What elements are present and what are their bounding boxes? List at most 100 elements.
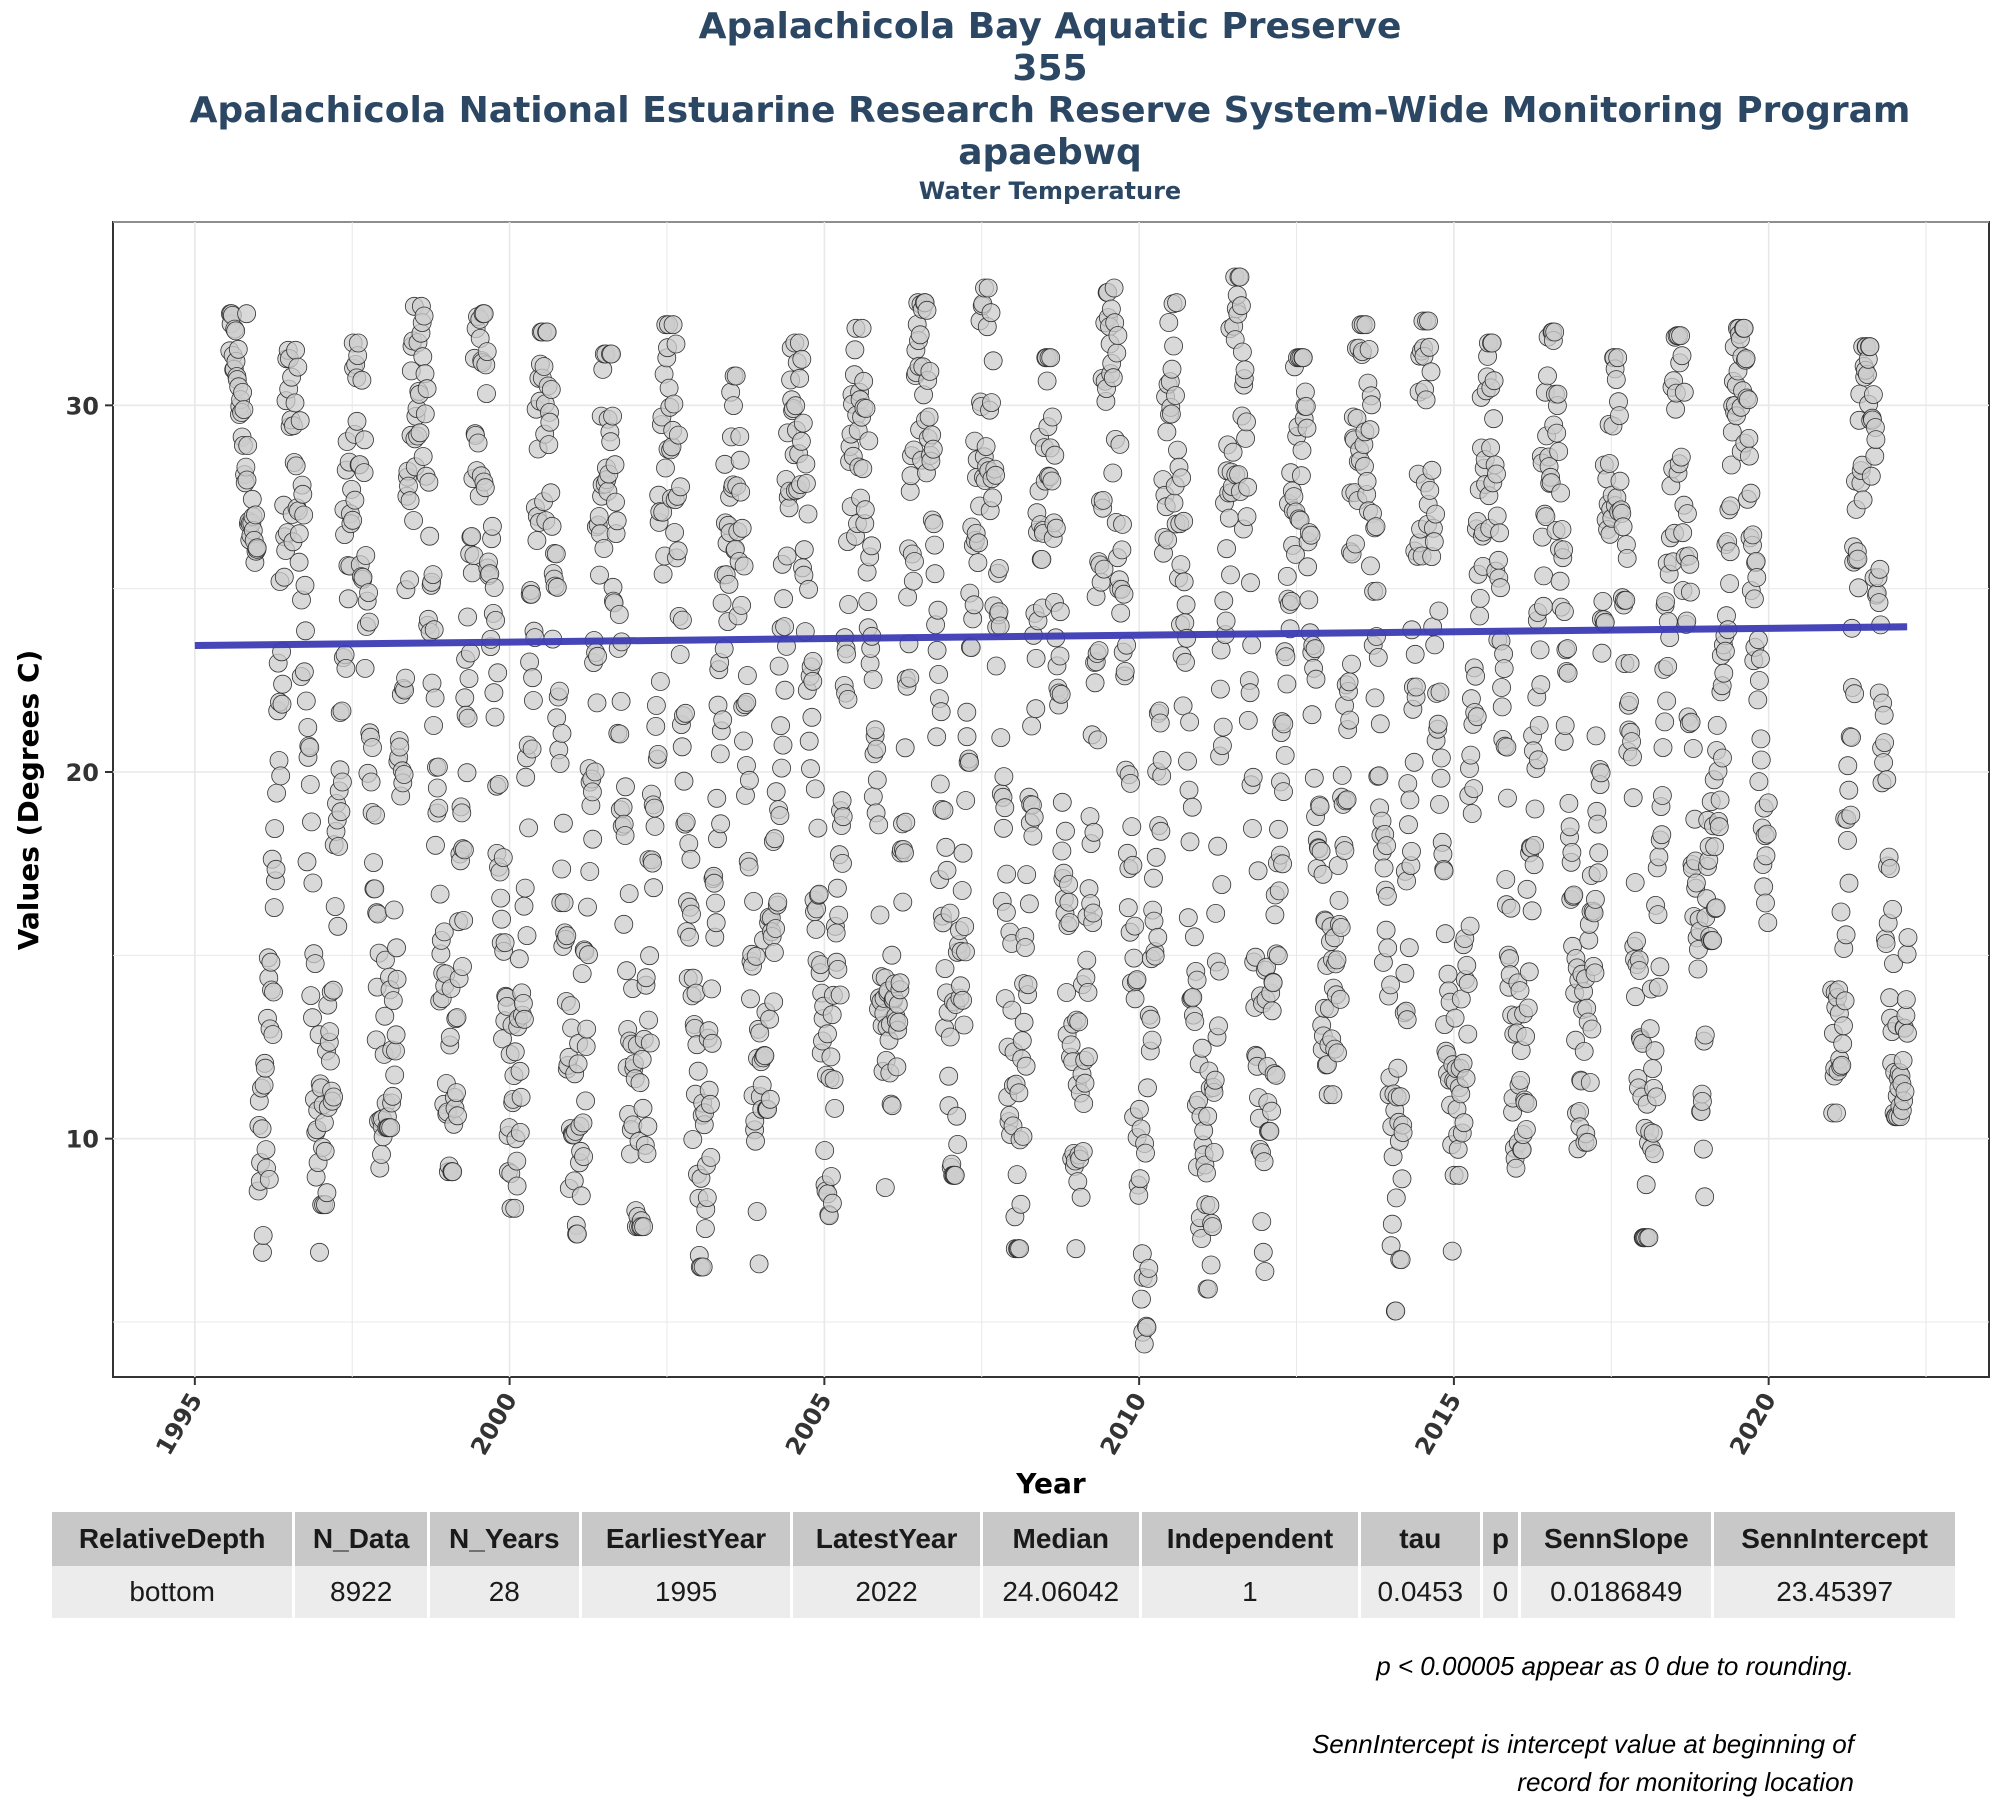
data-point [805, 779, 825, 799]
data-point [552, 724, 572, 743]
data-point [1421, 362, 1441, 382]
data-point [614, 914, 634, 934]
data-point [1339, 672, 1359, 692]
data-point [1136, 1143, 1155, 1163]
data-point [1560, 817, 1580, 837]
data-point [1302, 705, 1322, 725]
data-point [300, 738, 320, 757]
data-point [1084, 822, 1104, 842]
data-point [803, 671, 823, 691]
data-point [818, 1024, 837, 1044]
data-point [226, 321, 246, 341]
data-point [602, 344, 621, 364]
data-point [889, 1012, 909, 1032]
data-point [1555, 716, 1575, 735]
data-point [1865, 446, 1885, 466]
data-point [830, 985, 850, 1005]
data-point [1586, 726, 1606, 746]
data-point [664, 394, 684, 414]
data-point [730, 450, 750, 470]
data-point [1426, 504, 1445, 524]
data-point [1714, 663, 1734, 683]
data-point [1620, 692, 1639, 711]
data-point [1407, 677, 1426, 697]
data-point [905, 552, 924, 571]
data-point [589, 507, 609, 526]
data-point [606, 492, 625, 512]
data-point [1197, 1163, 1216, 1183]
data-point [731, 482, 751, 502]
data-point [696, 1219, 715, 1238]
data-point [895, 843, 914, 863]
data-point [1740, 446, 1759, 466]
cell-n-years: 28 [428, 1566, 582, 1618]
data-point [1517, 1120, 1536, 1139]
data-point [1301, 525, 1321, 545]
data-point [771, 716, 790, 736]
data-point [752, 1075, 772, 1095]
data-point [931, 702, 951, 722]
data-point [1221, 565, 1240, 585]
data-point [325, 897, 345, 916]
data-point [666, 334, 686, 354]
col-median: Median [981, 1512, 1142, 1566]
data-point [1103, 463, 1123, 483]
data-point [1506, 1158, 1526, 1178]
data-point [859, 431, 879, 451]
data-point [1751, 729, 1771, 749]
data-point [815, 1141, 835, 1160]
data-point [701, 1094, 720, 1114]
data-point [474, 304, 494, 324]
data-point [924, 514, 944, 534]
data-point [869, 815, 889, 835]
data-point [1217, 539, 1236, 559]
data-point [1043, 407, 1062, 427]
data-point [305, 954, 325, 973]
data-point [1877, 770, 1897, 790]
data-point [845, 340, 865, 360]
data-point [1268, 946, 1288, 966]
data-point [1585, 963, 1605, 983]
intercept-note-line2: record for monitoring location [1517, 1767, 1854, 1797]
x-tick-label: 2015 [1409, 1388, 1467, 1460]
data-point [1445, 1008, 1465, 1028]
data-point [228, 339, 248, 359]
title-location: Apalachicola Bay Aquatic Preserve [698, 6, 1402, 47]
data-point [1332, 766, 1352, 785]
data-point [366, 1030, 386, 1050]
data-point [1545, 322, 1565, 342]
data-point [429, 798, 449, 818]
data-point [1853, 490, 1873, 510]
data-point [1361, 556, 1380, 576]
data-point [1399, 938, 1419, 958]
data-point [400, 570, 420, 590]
data-point [838, 690, 858, 709]
data-point [1386, 1301, 1406, 1321]
data-point [264, 898, 284, 917]
data-point [576, 1037, 596, 1056]
data-point [1487, 506, 1507, 526]
data-point [1296, 397, 1316, 416]
data-point [524, 691, 543, 710]
data-point [573, 1113, 593, 1133]
data-point [737, 692, 757, 712]
data-point [1059, 875, 1078, 894]
data-point [286, 456, 306, 476]
data-point [1026, 649, 1046, 668]
data-point [964, 595, 984, 615]
data-point [734, 556, 754, 576]
data-point [1528, 750, 1548, 770]
data-point [1833, 1034, 1853, 1054]
data-point [997, 902, 1016, 922]
data-point [792, 349, 812, 369]
data-point [1374, 858, 1394, 878]
data-point [765, 829, 785, 849]
data-point [385, 1065, 405, 1085]
data-point [1462, 804, 1482, 823]
data-point [1432, 748, 1451, 768]
data-point [1695, 1187, 1715, 1207]
data-point [1564, 885, 1584, 905]
data-point [798, 504, 818, 524]
data-point [267, 783, 287, 803]
data-point [1073, 1142, 1093, 1161]
